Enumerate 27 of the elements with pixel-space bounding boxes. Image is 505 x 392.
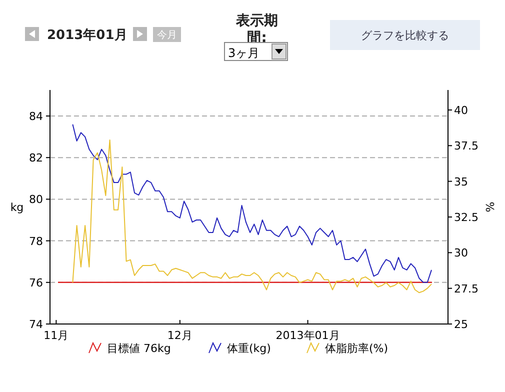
y2-tick-label: 35 [454, 175, 468, 188]
y-tick-label: 78 [29, 234, 43, 248]
text: 3ヶ月 [228, 46, 260, 60]
x-tick-label: 2013年01月 [276, 329, 340, 342]
y2-axis-title: % [483, 202, 496, 212]
line-series [72, 139, 432, 294]
legend-label: 体脂肪率(%) [325, 342, 388, 355]
y-tick-label: 84 [29, 110, 43, 123]
y2-tick-label: 25 [454, 318, 468, 331]
y2-tick-label: 37.5 [454, 140, 478, 153]
y-tick-label: 80 [29, 193, 43, 206]
y-tick-label: 82 [29, 152, 43, 165]
legend-label: 体重(kg) [227, 342, 271, 355]
y-axis-title: kg [10, 201, 24, 214]
y-tick-label: 74 [29, 318, 43, 331]
y2-tick-label: 30 [454, 246, 468, 260]
y2-tick-label: 27.5 [454, 282, 478, 296]
x-tick-label: 12月 [167, 329, 192, 342]
y-tick-label: 76 [29, 276, 43, 290]
text: 2013年01月 [47, 28, 128, 43]
y2-tick-label: 40 [454, 104, 468, 117]
x-tick-label: 11月 [44, 329, 69, 342]
text: グラフを比較する [361, 29, 449, 42]
y2-tick-label: 32.5 [454, 210, 478, 224]
text: 今月 [157, 29, 177, 41]
legend-label: 目標値 76kg [107, 342, 171, 355]
line-series [72, 124, 432, 283]
